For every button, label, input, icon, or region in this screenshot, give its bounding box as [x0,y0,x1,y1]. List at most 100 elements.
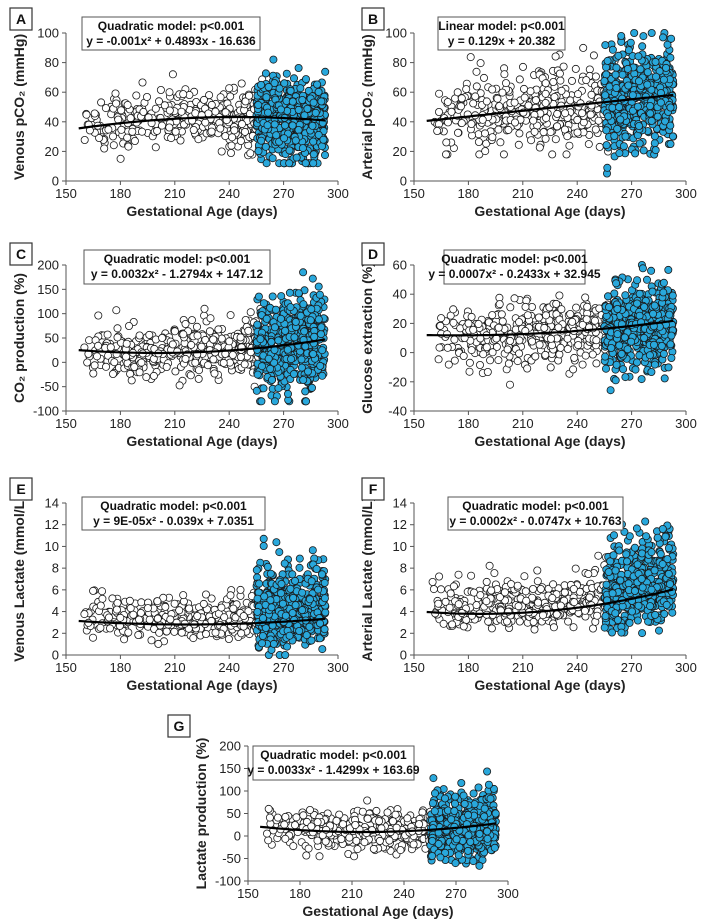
blue-data-point [309,137,318,146]
blue-data-point [318,346,327,355]
white-data-point [226,92,235,101]
white-data-point [216,124,225,133]
blue-data-point [257,639,266,648]
blue-data-point [258,614,267,623]
y-tick-label: 80 [393,55,407,70]
x-tick-label: 240 [218,186,240,201]
blue-data-point [630,28,639,37]
blue-data-point [318,645,327,654]
white-data-point [168,70,177,79]
white-data-point [506,336,515,345]
white-data-point [137,358,146,367]
blue-data-point [634,52,643,61]
blue-data-point [659,278,668,287]
blue-data-point [262,314,271,323]
white-data-point [171,367,180,376]
x-tick-label: 240 [566,186,588,201]
x-tick-label: 300 [675,416,697,431]
model-annotation-title: Quadratic model: p<0.001 [441,252,588,266]
white-data-point [117,125,126,134]
white-data-point [494,356,503,365]
white-data-point [167,134,176,143]
white-data-point [162,362,171,371]
y-tick-label: 60 [45,85,59,100]
blue-data-point [320,594,329,603]
white-data-point [89,633,98,642]
blue-data-point [258,632,267,641]
blue-data-point [309,98,318,107]
blue-data-point [279,134,288,143]
blue-data-point [291,317,300,326]
white-data-point [506,303,515,312]
white-data-point [541,89,550,98]
white-data-point [147,636,156,645]
white-data-point [245,91,254,100]
white-data-point [472,67,481,76]
white-data-point [520,84,529,93]
white-data-point [139,107,148,116]
blue-data-point [281,651,290,660]
x-tick-label: 180 [458,186,480,201]
white-data-point [145,615,154,624]
white-data-point [142,93,151,102]
blue-data-point [602,364,611,373]
blue-data-point [612,63,621,72]
white-data-point [236,136,245,145]
model-equation: y = 0.0007x² - 0.2433x + 32.945 [428,267,600,281]
x-tick-label: 300 [327,660,349,675]
blue-data-point [666,139,675,148]
blue-data-point [640,302,649,311]
y-tick-label: 100 [37,306,59,321]
blue-data-point [602,63,611,72]
blue-data-point [317,323,326,332]
white-data-point [535,143,544,152]
blue-data-point [287,355,296,364]
white-data-point [176,136,185,145]
x-tick-label: 270 [621,416,643,431]
blue-data-point [602,70,611,79]
x-tick-label: 210 [164,660,186,675]
white-data-point [101,104,110,113]
blue-data-point [288,570,297,579]
white-data-point [96,623,105,632]
blue-data-point [259,534,268,543]
x-tick-label: 300 [675,660,697,675]
white-data-point [444,360,453,369]
blue-data-point [652,72,661,81]
white-data-point [510,294,519,303]
white-data-point [186,371,195,380]
white-data-point [90,361,99,370]
blue-data-point [647,28,656,37]
white-data-point [471,92,480,101]
blue-data-point [639,32,648,41]
y-tick-label: 10 [45,539,59,554]
blue-data-point [659,349,668,358]
x-tick-label: 150 [55,416,77,431]
white-data-point [209,335,218,344]
blue-data-point [635,311,644,320]
white-data-point [105,613,114,622]
blue-data-point [276,314,285,323]
white-data-point [165,123,174,132]
white-data-point [481,147,490,156]
blue-data-point [307,577,316,586]
blue-data-point [288,609,297,618]
white-data-point [574,90,583,99]
white-data-point [197,342,206,351]
white-data-point [462,85,471,94]
white-data-point [134,631,143,640]
x-axis-label: Gestational Age (days) [474,677,625,693]
blue-data-point [299,375,308,384]
white-data-point [221,132,230,141]
white-data-point [499,150,508,159]
blue-data-point [291,601,300,610]
x-tick-label: 300 [327,186,349,201]
white-data-point [488,348,497,357]
blue-data-point [298,606,307,615]
blue-data-point [664,363,673,372]
blue-data-point [254,101,263,110]
blue-data-point [646,102,655,111]
scatter-points [80,534,330,660]
blue-data-point [252,386,261,395]
white-data-point [194,135,203,144]
